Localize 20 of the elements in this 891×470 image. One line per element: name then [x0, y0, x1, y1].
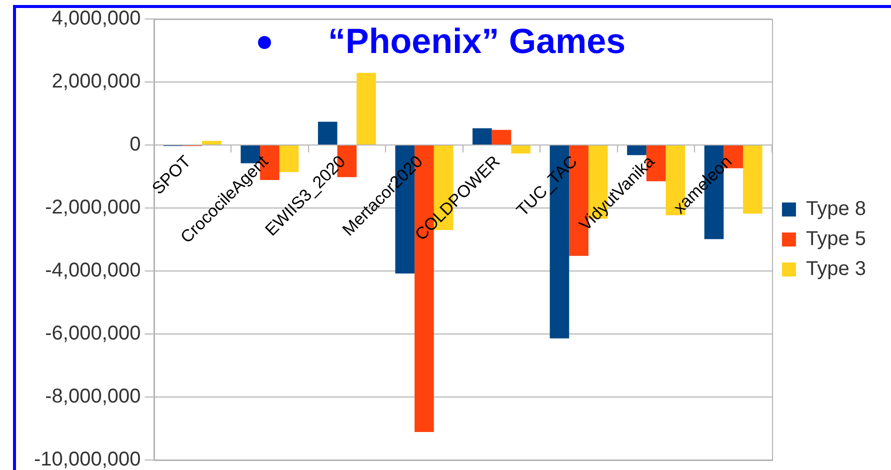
bar: [492, 130, 512, 144]
legend-label: Type 5: [806, 228, 866, 250]
bar: [472, 128, 492, 144]
chart-title: “Phoenix” Games: [328, 22, 626, 62]
bar: [356, 72, 376, 144]
bar: [318, 122, 338, 144]
y-tick-label: 4,000,000: [52, 8, 141, 30]
y-tick-label: 0: [130, 134, 141, 156]
y-tick-label: -2,000,000: [45, 196, 141, 219]
y-tick-label: 2,000,000: [52, 70, 141, 93]
bar: [511, 146, 530, 154]
y-tick-label: -6,000,000: [45, 322, 141, 345]
bar: [202, 140, 222, 144]
y-tick-label: -8,000,000: [45, 386, 141, 408]
y-tick-label: -4,000,000: [45, 260, 141, 282]
legend-label: Type 8: [806, 198, 866, 220]
legend-label: Type 3: [806, 258, 866, 280]
y-tick-label: -10,000,000: [34, 448, 141, 470]
bar: [627, 146, 646, 156]
bar: [742, 146, 762, 214]
